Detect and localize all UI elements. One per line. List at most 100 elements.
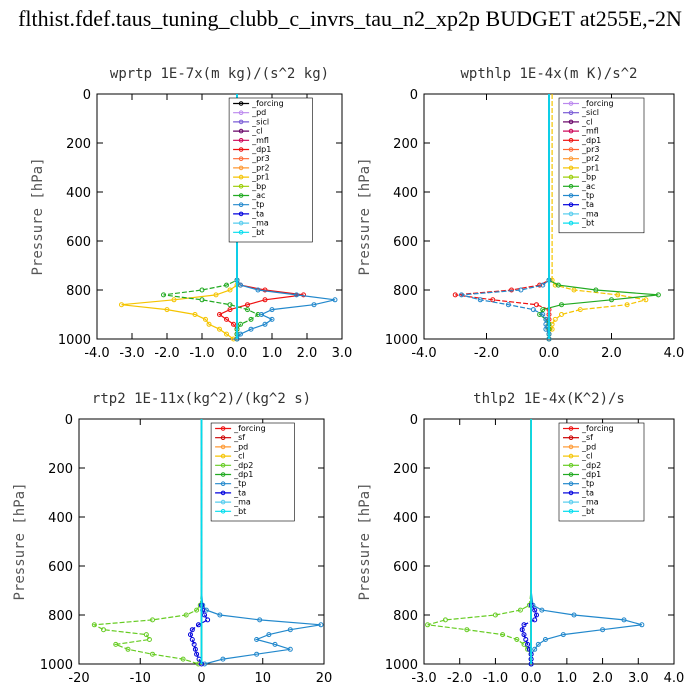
plot4-ytick-label: 200 <box>393 462 418 477</box>
plot3-series-ta-point <box>202 612 208 618</box>
plot1-series-ac-line <box>163 94 260 339</box>
plot3-series-tp-point <box>287 627 293 633</box>
plot2-series-ac-point <box>609 297 614 303</box>
plot1-ytick-label: 400 <box>66 186 91 201</box>
plot1-series-ac-point <box>199 287 205 293</box>
plot3-series-dp2-point <box>143 632 149 638</box>
plot2-series-tp-point <box>477 297 483 303</box>
plot4-series-dp2-point <box>514 637 520 642</box>
plot3-series-dp2-point <box>180 656 186 662</box>
plot1-legend-marker <box>238 165 244 171</box>
plot2-series-pr1-point <box>552 316 558 322</box>
plot4-series-ta-point <box>521 622 527 628</box>
plot1-legend-label: _pr2 <box>251 163 269 172</box>
plot3-series-tp-point <box>202 661 208 667</box>
plot1-xtick-label: 0.0 <box>227 346 248 361</box>
plot2-series-tp-point <box>530 307 536 313</box>
plot3-ytick-label: 400 <box>48 511 73 526</box>
plot1-ytick-label: 0 <box>83 88 91 103</box>
plot4-legend-marker <box>568 435 574 441</box>
plot1-legend-marker <box>238 128 244 134</box>
plot2-series-ac-point <box>559 302 564 308</box>
plot1-series-pr1-point <box>192 312 198 317</box>
plot2-series-pr1-point <box>615 292 621 298</box>
plot2-legend-label: _ta <box>581 200 594 209</box>
plot4-legend-marker <box>568 463 574 468</box>
plot4-series-tp-point <box>535 641 541 647</box>
plot2-legend-label: _mfl <box>581 127 599 136</box>
plot1-series-ac-point <box>161 292 166 298</box>
plot4-ytick-label: 1000 <box>385 658 418 673</box>
plot4-legend-marker <box>568 490 574 496</box>
plot2-legend-box <box>558 97 645 234</box>
plot1-series-ac-point <box>224 282 229 288</box>
plot4-ytick-label: 800 <box>393 609 418 624</box>
plot4-series-ta-point <box>519 627 525 633</box>
plot2-ytick-label: 400 <box>393 186 418 201</box>
plot3-series-ta-point <box>191 641 197 647</box>
plot3-series-dp2-point <box>125 646 131 652</box>
plot4-series-tp-point <box>539 607 545 613</box>
plot1-legend-label: _bp <box>251 182 266 191</box>
plot1-series-tp-point <box>269 307 275 313</box>
page-title: flthist.fdef.taus_tuning_clubb_c_invrs_t… <box>18 6 682 31</box>
plot2-legend-label: _pr1 <box>581 163 599 172</box>
plot1-series-tp-point <box>311 302 317 308</box>
plot2-series-tp-line <box>461 94 550 339</box>
plot2-legend-label: _sicl <box>581 108 599 117</box>
plot3-series-tp-point <box>217 612 223 618</box>
plot2-series-dp1-point <box>509 287 514 293</box>
plot1-series-pr1-point <box>227 287 233 293</box>
plot1-series-tp-point <box>332 297 338 303</box>
plot4-series-tp-point <box>639 622 645 628</box>
plot2-series-ac-point <box>555 282 561 288</box>
plot1-series-tp-point <box>294 292 299 298</box>
plot4-legend-label: _bt <box>581 507 594 516</box>
plot1-xtick-label: -4.0 <box>84 346 109 361</box>
plot2-series-ac-point <box>540 307 546 313</box>
plot1-xtick-label: 2.0 <box>297 346 318 361</box>
plot3-series-ta-point <box>195 622 201 628</box>
plot2-series-tp-point <box>518 287 524 293</box>
plot2-legend-label: _forcing <box>581 99 614 108</box>
plot1-series-tp-point <box>255 287 261 293</box>
plot4-xtick-label: -2.0 <box>447 671 472 686</box>
plot3-xtick-label: 0 <box>197 671 205 686</box>
plot1-series-dp1-point <box>262 287 268 293</box>
plot2-ytick-label: 600 <box>393 235 418 250</box>
plot1-series-dp1-point <box>301 292 306 298</box>
plot4-series-dp2-point <box>442 617 448 623</box>
plot3-series-tp-point <box>254 651 260 657</box>
plot3-series-tp-point <box>272 641 278 647</box>
plot2-legend-marker <box>568 147 574 152</box>
plot3-series-ta-point <box>189 627 195 633</box>
plot3-series-dp2-point <box>146 637 152 642</box>
plot3-series-tp-point <box>266 632 272 638</box>
plot2-series-dp1-point <box>537 282 543 288</box>
plot3-ytick-label: 0 <box>65 413 73 428</box>
plot3-series-tp-point <box>287 646 293 652</box>
plot3-ytick-label: 200 <box>48 462 73 477</box>
plot2-title: wpthlp 1E-4x(m K)/s^2 <box>460 66 637 82</box>
plot1-legend-label: _dp1 <box>251 145 271 154</box>
plot2-xtick-label: 0.0 <box>539 346 560 361</box>
plot1-legend-marker <box>238 211 244 217</box>
plot3-ytick-label: 600 <box>48 560 73 575</box>
plot2-legend-label: _cl <box>581 117 593 126</box>
plot4-series-ta-point <box>534 612 539 618</box>
plot1-series-tp-point <box>269 316 275 322</box>
plot2-legend-label: _dp1 <box>581 136 601 145</box>
plot1-legend-label: _pd <box>251 108 266 117</box>
plot3-legend-marker <box>220 509 226 514</box>
plot1-legend-marker <box>238 230 244 235</box>
plot3-xtick-label: 20 <box>316 671 333 686</box>
plot2-series-pr1-line <box>548 94 647 339</box>
plot3-legend-marker <box>220 453 226 459</box>
plot1-series-dp1-point <box>224 316 229 322</box>
plot4-ytick-label: 600 <box>393 560 418 575</box>
plot1-series-pr1-point <box>217 326 222 332</box>
plot3-series-dp2-point <box>101 627 106 633</box>
plot3-series-ta-point <box>205 617 211 623</box>
plot1-series-pr1-line <box>121 94 238 340</box>
